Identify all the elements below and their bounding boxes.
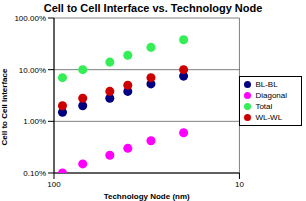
html-text:WL-WL: WL-WL	[255, 112, 283, 122]
svg-text:100.00%: 100.00%	[14, 14, 46, 23]
svg-text:Technology Node (nm): Technology Node (nm)	[104, 192, 190, 201]
html-text:Cell to Cell Interface vs. Tec: Cell to Cell Interface vs. Technology No…	[43, 2, 263, 14]
html-text:Total: Total	[255, 101, 273, 111]
svg-text:0.10%: 0.10%	[23, 169, 46, 178]
svg-text:100: 100	[47, 180, 61, 189]
svg-text:10.00%: 10.00%	[19, 66, 46, 75]
html-text:BL-BL: BL-BL	[255, 79, 278, 89]
svg-text:10: 10	[235, 180, 244, 189]
svg-text:Cell to Cell Interface: Cell to Cell Interface	[8, 68, 9, 145]
html-text:Diagonal: Diagonal	[255, 90, 287, 100]
svg-text:1.00%: 1.00%	[23, 117, 46, 126]
